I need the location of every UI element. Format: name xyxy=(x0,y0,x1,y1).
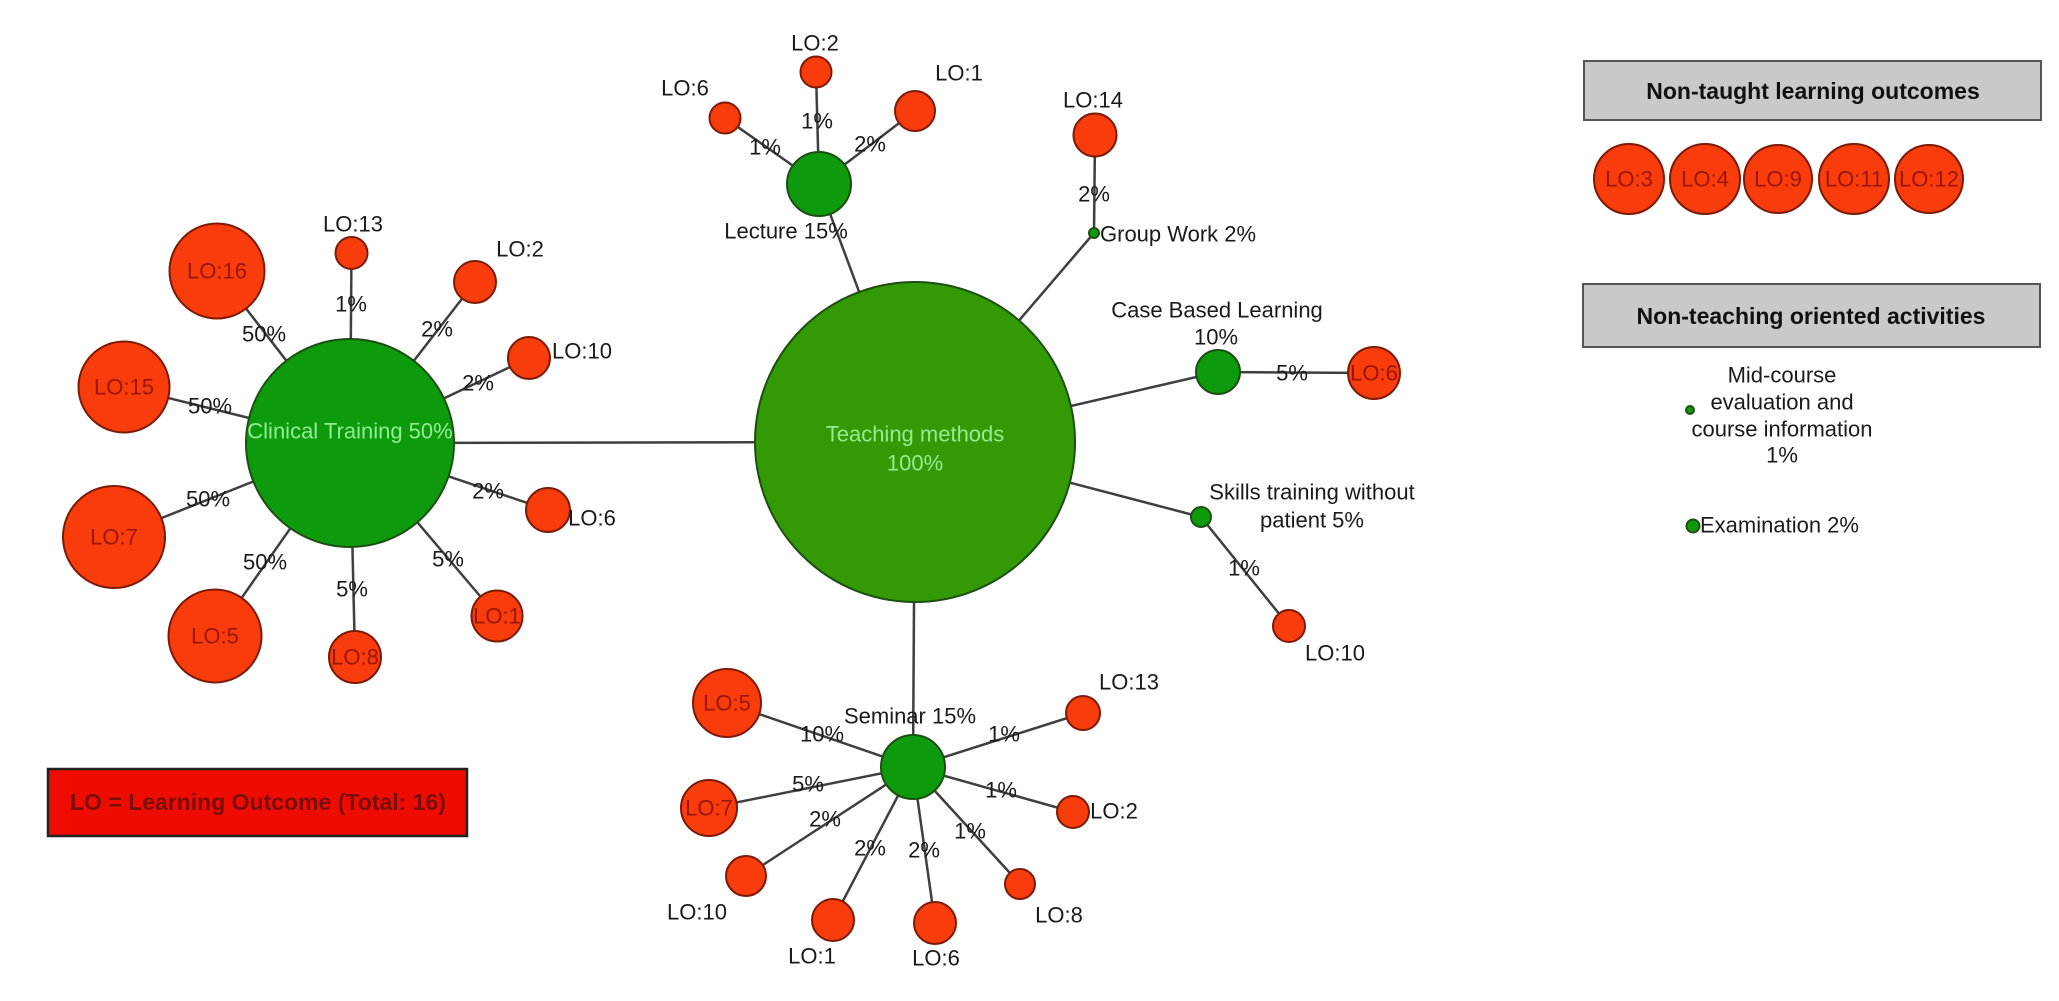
svg-text:10%: 10% xyxy=(1194,325,1238,350)
svg-text:LO:1: LO:1 xyxy=(935,61,983,86)
svg-text:evaluation and: evaluation and xyxy=(1710,390,1853,415)
svg-text:1%: 1% xyxy=(988,722,1020,747)
svg-text:1%: 1% xyxy=(749,135,781,160)
svg-text:LO:2: LO:2 xyxy=(1090,799,1138,824)
svg-text:1%: 1% xyxy=(954,819,986,844)
svg-text:LO:6: LO:6 xyxy=(912,946,960,971)
svg-text:Skills training without: Skills training without xyxy=(1209,480,1414,505)
svg-text:50%: 50% xyxy=(243,550,287,575)
svg-text:LO:1: LO:1 xyxy=(788,944,836,969)
svg-text:patient 5%: patient 5% xyxy=(1260,508,1364,533)
svg-text:LO:8: LO:8 xyxy=(331,645,379,670)
svg-text:LO:6: LO:6 xyxy=(568,506,616,531)
svg-text:5%: 5% xyxy=(1276,361,1308,386)
svg-text:Teaching methods: Teaching methods xyxy=(826,422,1005,447)
svg-text:course information: course information xyxy=(1692,417,1873,442)
svg-text:Clinical Training 50%: Clinical Training 50% xyxy=(247,419,452,444)
svg-text:LO:15: LO:15 xyxy=(94,375,154,400)
svg-text:LO:13: LO:13 xyxy=(323,212,383,237)
svg-text:Case Based Learning: Case Based Learning xyxy=(1111,298,1323,323)
svg-text:5%: 5% xyxy=(792,772,824,797)
svg-text:1%: 1% xyxy=(1228,556,1260,581)
svg-text:LO:10: LO:10 xyxy=(1305,641,1365,666)
svg-text:5%: 5% xyxy=(432,547,464,572)
svg-text:LO:5: LO:5 xyxy=(703,691,751,716)
svg-text:Mid-course: Mid-course xyxy=(1728,363,1837,388)
svg-text:2%: 2% xyxy=(421,317,453,342)
svg-text:2%: 2% xyxy=(908,838,940,863)
svg-text:50%: 50% xyxy=(188,394,232,419)
svg-text:Non-teaching oriented activiti: Non-teaching oriented activities xyxy=(1637,303,1986,329)
svg-text:10%: 10% xyxy=(800,722,844,747)
svg-text:5%: 5% xyxy=(336,577,368,602)
svg-text:50%: 50% xyxy=(186,487,230,512)
svg-text:Group Work 2%: Group Work 2% xyxy=(1100,222,1256,247)
svg-text:2%: 2% xyxy=(462,371,494,396)
svg-text:LO:3: LO:3 xyxy=(1605,167,1653,192)
svg-text:LO:7: LO:7 xyxy=(90,525,138,550)
svg-text:2%: 2% xyxy=(854,836,886,861)
svg-text:Non-taught learning outcomes: Non-taught learning outcomes xyxy=(1646,78,1980,104)
svg-text:LO:6: LO:6 xyxy=(661,76,709,101)
svg-text:LO = Learning Outcome (Total:: LO = Learning Outcome (Total: 16) xyxy=(70,789,446,815)
svg-text:Lecture 15%: Lecture 15% xyxy=(724,219,848,244)
svg-text:2%: 2% xyxy=(472,479,504,504)
svg-text:LO:9: LO:9 xyxy=(1754,167,1802,192)
svg-text:LO:8: LO:8 xyxy=(1035,903,1083,928)
svg-text:LO:7: LO:7 xyxy=(685,796,733,821)
svg-text:100%: 100% xyxy=(887,451,943,476)
svg-text:LO:1: LO:1 xyxy=(473,604,521,629)
svg-text:LO:5: LO:5 xyxy=(191,624,239,649)
svg-text:LO:4: LO:4 xyxy=(1681,167,1729,192)
svg-text:LO:2: LO:2 xyxy=(791,31,839,56)
svg-text:Examination 2%: Examination 2% xyxy=(1700,513,1859,538)
svg-text:LO:11: LO:11 xyxy=(1825,167,1883,192)
svg-text:2%: 2% xyxy=(809,807,841,832)
svg-text:1%: 1% xyxy=(335,292,367,317)
svg-text:1%: 1% xyxy=(801,109,833,134)
svg-text:LO:6: LO:6 xyxy=(1350,361,1398,386)
svg-text:LO:10: LO:10 xyxy=(667,900,727,925)
svg-text:LO:14: LO:14 xyxy=(1063,88,1123,113)
svg-text:LO:13: LO:13 xyxy=(1099,670,1159,695)
svg-text:LO:12: LO:12 xyxy=(1899,167,1959,192)
svg-text:LO:2: LO:2 xyxy=(496,237,544,262)
svg-text:Seminar 15%: Seminar 15% xyxy=(844,704,976,729)
svg-text:LO:10: LO:10 xyxy=(552,339,612,364)
svg-text:1%: 1% xyxy=(985,778,1017,803)
svg-text:2%: 2% xyxy=(854,132,886,157)
svg-text:1%: 1% xyxy=(1766,443,1798,468)
svg-text:50%: 50% xyxy=(242,322,286,347)
svg-text:2%: 2% xyxy=(1078,182,1110,207)
svg-text:LO:16: LO:16 xyxy=(187,259,247,284)
